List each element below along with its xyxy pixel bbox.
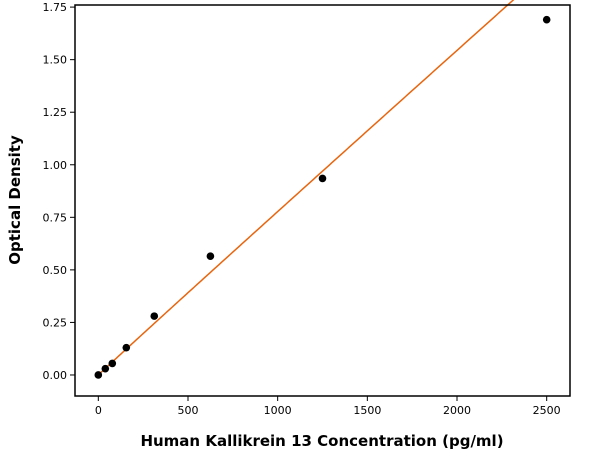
data-point (94, 371, 103, 379)
y-tick-label: 1.25 (43, 106, 68, 119)
x-tick-label: 2000 (443, 404, 471, 417)
data-point (122, 343, 131, 352)
y-tick-label: 1.50 (43, 54, 68, 67)
x-tick-label: 2500 (533, 404, 561, 417)
plot-area (94, 0, 551, 379)
x-tick-label: 500 (177, 404, 198, 417)
y-tick-label: 1.75 (43, 1, 68, 14)
x-axis: 0 500 1000 1500 2000 2500 (95, 396, 561, 417)
data-point (101, 364, 110, 373)
fit-curve (97, 0, 515, 376)
data-point (206, 252, 215, 261)
data-point (108, 359, 117, 368)
data-point (318, 174, 327, 183)
y-tick-label: 1.00 (43, 159, 68, 172)
x-tick-label: 1500 (353, 404, 381, 417)
y-tick-label: 0.75 (43, 211, 68, 224)
x-tick-label: 0 (95, 404, 102, 417)
y-tick-label: 0.00 (43, 369, 68, 382)
plot-frame (74, 4, 571, 397)
x-tick-label: 1000 (264, 404, 292, 417)
x-axis-title: Human Kallikrein 13 Concentration (pg/ml… (140, 432, 503, 450)
data-point (150, 312, 159, 320)
y-tick-label: 0.50 (43, 264, 68, 277)
data-point (542, 15, 551, 24)
y-axis: 0.00 0.25 0.50 0.75 1.00 1.25 1.50 1.75 (43, 1, 75, 382)
y-axis-title: Optical Density (6, 135, 24, 265)
y-tick-label: 0.25 (43, 316, 68, 329)
